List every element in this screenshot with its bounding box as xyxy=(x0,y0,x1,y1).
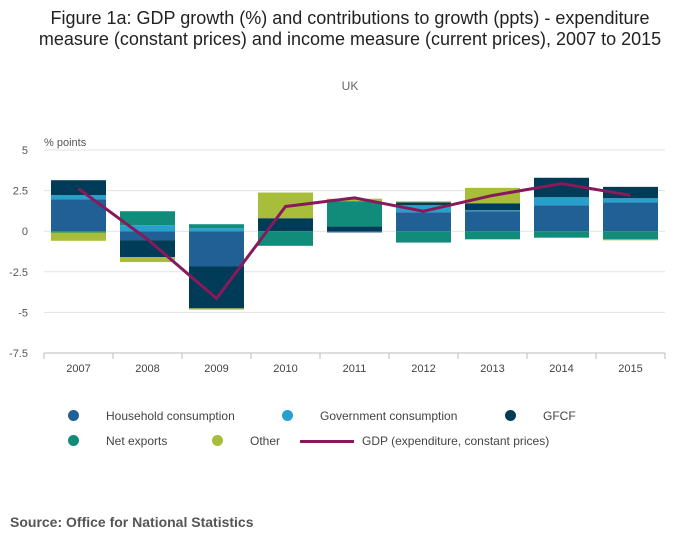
x-tick-label: 2007 xyxy=(66,363,90,375)
bar-segment xyxy=(465,231,520,240)
legend-label: Household consumption xyxy=(106,409,235,423)
legend-dot-swatch xyxy=(68,410,79,421)
source-note: Source: Office for National Statistics xyxy=(10,514,254,530)
bar-segment xyxy=(534,205,589,232)
bar-segment xyxy=(603,198,658,203)
chart-plot: 5 2.5 0 -2.5 -5 -7.5 % points 2007 2008 2009 2010 2… xyxy=(9,137,666,375)
legend-dot-swatch xyxy=(282,410,293,421)
bar-segment xyxy=(51,180,106,196)
bar-segment xyxy=(465,210,520,212)
x-tick-label: 2014 xyxy=(549,363,573,375)
legend-dot-swatch xyxy=(212,435,223,446)
bar-segment xyxy=(603,186,658,199)
bar-segment xyxy=(534,177,589,198)
bar-segment xyxy=(51,231,106,233)
bar-segment xyxy=(327,198,382,202)
chart-title: Figure 1a: GDP growth (%) and contributi… xyxy=(38,8,662,49)
bar-segment xyxy=(327,226,382,232)
bar-segment xyxy=(396,202,451,206)
bar-segment xyxy=(396,205,451,213)
legend-label: Net exports xyxy=(106,434,168,448)
y-axis-label: % points xyxy=(44,137,87,149)
y-tick-label: 2.5 xyxy=(13,186,28,198)
y-tick-label: 0 xyxy=(22,226,28,238)
bar-segment xyxy=(396,212,451,232)
legend-dot-swatch xyxy=(505,410,516,421)
legend-label: Government consumption xyxy=(320,409,458,423)
x-tick-label: 2009 xyxy=(204,363,228,375)
bar-segment xyxy=(120,231,175,241)
bar-segment xyxy=(51,195,106,200)
chart-subtitle: UK xyxy=(341,79,359,93)
bar-segment xyxy=(465,211,520,232)
bar-segment xyxy=(603,239,658,241)
bar-segment xyxy=(396,231,451,243)
bar-segment xyxy=(534,231,589,238)
x-tick-label: 2013 xyxy=(480,363,504,375)
x-tick-label: 2010 xyxy=(273,363,297,375)
legend-label: GDP (expenditure, constant prices) xyxy=(362,434,550,448)
gdp-line xyxy=(77,182,631,300)
bar-segment xyxy=(120,225,175,232)
y-tick-label: 5 xyxy=(22,145,28,157)
bar-segment xyxy=(327,231,382,233)
bar-segment xyxy=(603,231,658,240)
y-tick-label: -5 xyxy=(18,307,28,319)
bar-segment xyxy=(327,201,382,227)
y-tick-label: -7.5 xyxy=(9,348,28,360)
bar-segment xyxy=(465,203,520,211)
x-tick-label: 2015 xyxy=(618,363,642,375)
bar-segment xyxy=(120,257,175,263)
bar-segment xyxy=(189,228,244,232)
bar-segment xyxy=(189,231,244,267)
bar-segment xyxy=(603,202,658,232)
bar-segment xyxy=(120,211,175,226)
bar-segment xyxy=(258,231,313,246)
bar-segment xyxy=(258,218,313,232)
x-tick-label: 2011 xyxy=(343,363,367,375)
x-tick-label: 2008 xyxy=(135,363,159,375)
bar-segment xyxy=(51,199,106,232)
legend-label: Other xyxy=(250,434,281,448)
bar-segment xyxy=(534,197,589,206)
bar-segment xyxy=(396,201,451,203)
y-tick-label: -2.5 xyxy=(9,267,28,279)
bar-segment xyxy=(189,308,244,310)
x-tick-label: 2012 xyxy=(411,363,435,375)
bar-segment xyxy=(51,232,106,241)
legend-dot-swatch xyxy=(68,435,79,446)
bar-segment xyxy=(189,224,244,229)
legend-label: GFCF xyxy=(543,409,576,423)
legend-line-swatch xyxy=(300,440,354,443)
